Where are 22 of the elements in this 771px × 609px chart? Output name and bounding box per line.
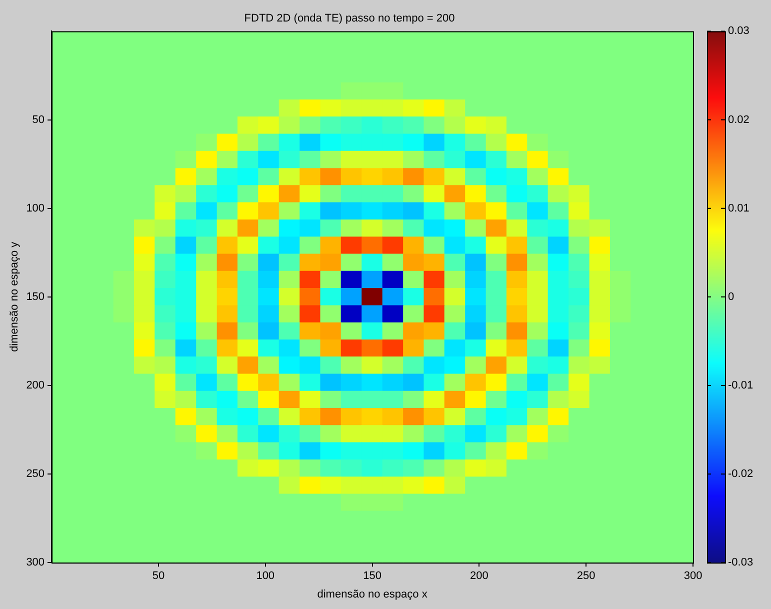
color-bar-label: 0 (728, 290, 734, 303)
y-tick-label: 200 (26, 380, 45, 392)
x-tick-label: 200 (470, 570, 488, 582)
x-tick-label: 100 (256, 570, 275, 582)
x-tick-label: 300 (684, 570, 702, 582)
color-bar-label: -0.02 (728, 468, 754, 480)
color-bar-label: -0.03 (728, 556, 754, 569)
color-bar-label: 0.02 (728, 114, 750, 126)
y-tick-label: 50 (32, 114, 45, 126)
x-tick-label: 250 (576, 570, 596, 582)
color-bar-label: 0.03 (728, 25, 750, 38)
color-bar-label: 0.01 (728, 202, 750, 214)
chart-title: FDTD 2D (onda TE) passo no tempo = 200 (244, 12, 455, 25)
y-tick-label: 100 (26, 202, 45, 214)
x-tick-label: 50 (152, 570, 165, 582)
y-axis-title: dimensão no espaço y (8, 241, 21, 352)
y-tick-label: 150 (26, 290, 45, 303)
x-axis-title: dimensão no espaço x (317, 588, 428, 600)
x-tick-label: 150 (363, 570, 382, 582)
y-tick-label: 300 (26, 556, 45, 569)
color-bar-label: -0.01 (728, 380, 754, 392)
y-tick-label: 250 (26, 468, 45, 480)
